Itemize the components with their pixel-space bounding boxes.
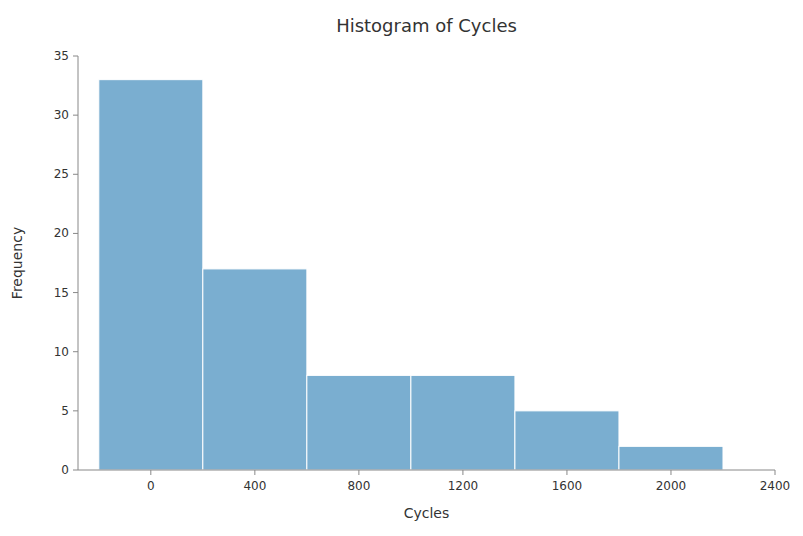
chart-title: Histogram of Cycles: [336, 15, 517, 36]
chart-container: 0 400 800 1200 1600 2000 2400 0 5 10 15 20 25 30 35 His…: [0, 0, 803, 536]
x-tick: [566, 470, 567, 475]
y-tick: [73, 174, 78, 175]
chart-svg: 0 400 800 1200 1600 2000 2400 0 5 10 15 20 25 30 35 His…: [0, 0, 803, 536]
x-tick-label: 400: [243, 479, 266, 493]
histogram-bar: [99, 80, 203, 470]
y-tick: [73, 351, 78, 352]
y-tick: [73, 233, 78, 234]
y-tick-label: 10: [54, 345, 69, 359]
x-tick: [254, 470, 255, 475]
histogram-bar: [515, 411, 619, 470]
y-tick: [73, 115, 78, 116]
x-axis-line: [78, 470, 775, 471]
x-tick: [775, 470, 776, 475]
x-tick: [358, 470, 359, 475]
x-tick: [462, 470, 463, 475]
histogram-bar: [203, 269, 307, 470]
y-tick-label: 0: [61, 463, 69, 477]
y-tick: [73, 56, 78, 57]
histogram-bar: [411, 375, 515, 470]
y-tick: [73, 292, 78, 293]
x-tick: [150, 470, 151, 475]
histogram-bar: [307, 375, 411, 470]
y-tick-label: 25: [54, 167, 69, 181]
y-tick-label: 20: [54, 226, 69, 240]
x-tick: [670, 470, 671, 475]
y-tick: [73, 410, 78, 411]
x-tick-label: 800: [347, 479, 370, 493]
y-tick-label: 15: [54, 286, 69, 300]
bars: [99, 80, 723, 470]
y-tick: [73, 470, 78, 471]
y-tick-label: 35: [54, 49, 69, 63]
y-axis-line: [78, 56, 79, 470]
y-axis-label: Frequency: [9, 227, 25, 299]
y-tick-label: 5: [61, 404, 69, 418]
x-axis-label: Cycles: [404, 505, 450, 521]
x-tick-label: 2000: [656, 479, 687, 493]
x-tick-label: 2400: [760, 479, 791, 493]
x-tick-label: 1200: [448, 479, 479, 493]
x-tick-label: 0: [147, 479, 155, 493]
histogram-bar: [619, 446, 723, 470]
x-tick-label: 1600: [552, 479, 583, 493]
y-tick-label: 30: [54, 108, 69, 122]
